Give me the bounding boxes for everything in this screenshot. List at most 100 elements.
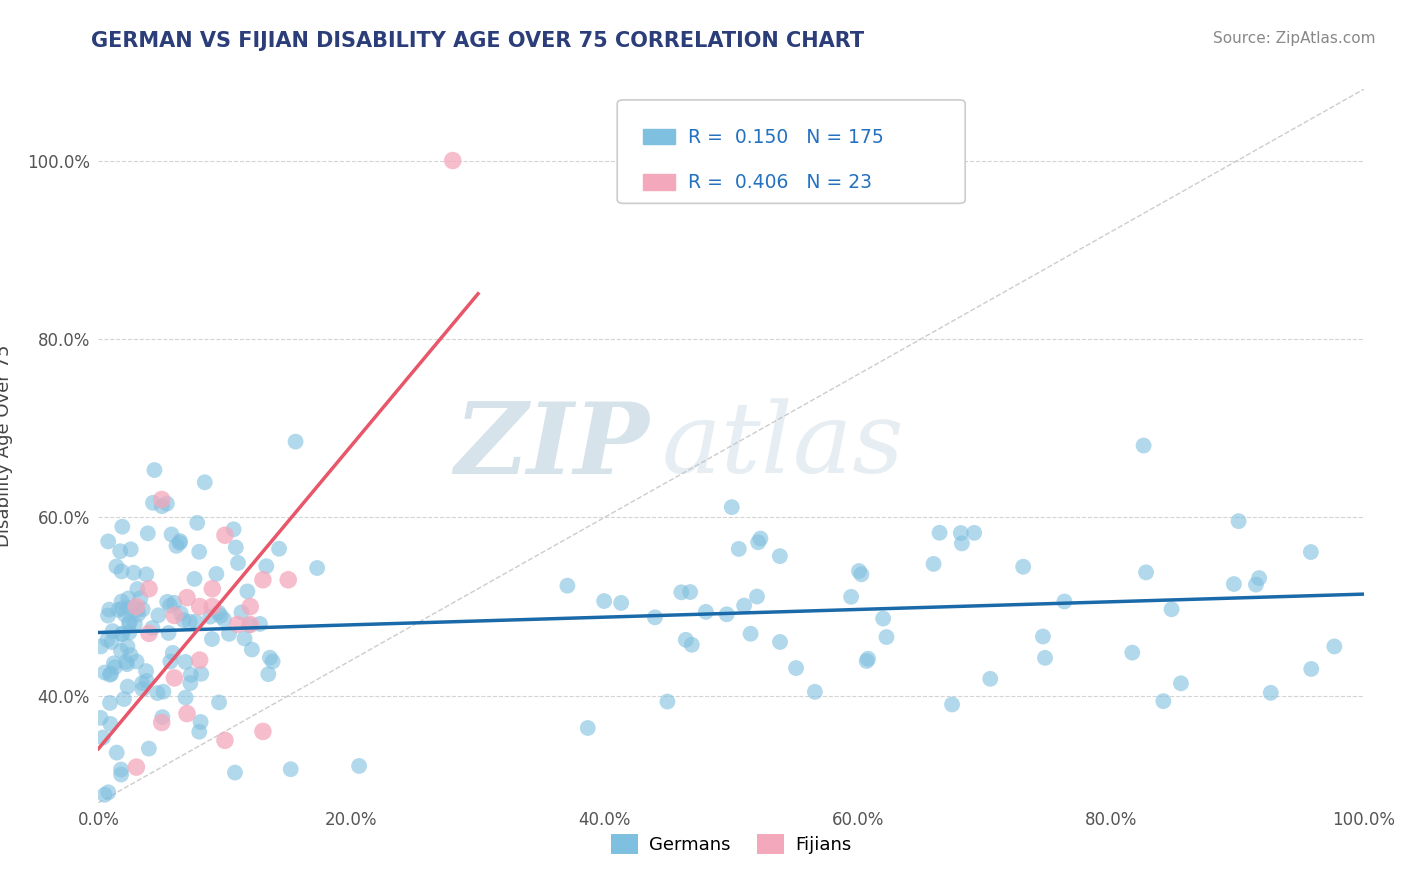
Point — [209, 608, 232, 623]
Point — [277, 573, 299, 587]
Point — [188, 653, 211, 667]
Point — [100, 666, 122, 681]
Point — [1160, 602, 1182, 616]
Legend: Germans, Fijians: Germans, Fijians — [603, 827, 859, 862]
Point — [644, 610, 666, 624]
Point — [111, 519, 134, 533]
Point — [93, 665, 115, 680]
Point — [1033, 651, 1056, 665]
Point — [150, 499, 173, 513]
Point — [110, 763, 132, 777]
Point — [170, 607, 193, 621]
Point — [856, 652, 879, 666]
Point — [922, 557, 945, 571]
Point — [201, 599, 224, 614]
Point — [188, 724, 211, 739]
Point — [118, 625, 141, 640]
Point — [135, 664, 157, 678]
Point — [576, 721, 599, 735]
Point — [98, 667, 121, 681]
Text: R =  0.150   N = 175: R = 0.150 N = 175 — [688, 128, 884, 146]
Point — [127, 602, 149, 616]
Point — [733, 599, 755, 613]
Point — [963, 525, 986, 540]
Point — [557, 579, 579, 593]
Point — [190, 714, 212, 729]
Point — [104, 660, 127, 674]
Point — [218, 627, 240, 641]
Point — [111, 601, 134, 615]
Point — [110, 565, 132, 579]
Point — [1301, 662, 1323, 676]
Point — [1249, 571, 1271, 585]
Point — [671, 585, 693, 599]
Point — [1135, 566, 1157, 580]
Point — [174, 690, 197, 705]
Point — [307, 561, 329, 575]
Text: Source: ZipAtlas.com: Source: ZipAtlas.com — [1212, 31, 1375, 46]
Point — [100, 635, 122, 649]
Point — [1223, 577, 1246, 591]
Point — [131, 602, 153, 616]
Point — [727, 541, 749, 556]
Text: ZIP: ZIP — [454, 398, 648, 494]
Point — [979, 672, 1001, 686]
Point — [839, 590, 862, 604]
Point — [769, 549, 792, 563]
Point — [157, 626, 180, 640]
Point — [103, 657, 125, 671]
FancyBboxPatch shape — [617, 100, 966, 203]
Point — [179, 676, 201, 690]
Point — [100, 717, 122, 731]
Point — [156, 595, 179, 609]
Point — [188, 599, 211, 614]
Point — [150, 715, 173, 730]
Point — [205, 566, 228, 581]
Point — [127, 607, 149, 622]
Point — [156, 497, 179, 511]
Point — [1032, 630, 1054, 644]
Point — [740, 626, 762, 640]
Point — [259, 650, 281, 665]
Point — [146, 686, 169, 700]
Point — [1152, 694, 1174, 708]
Point — [148, 608, 170, 623]
Point — [200, 609, 222, 624]
Point — [1299, 545, 1322, 559]
Point — [105, 746, 128, 760]
Point — [1121, 646, 1143, 660]
Point — [183, 572, 205, 586]
Point — [201, 632, 224, 646]
Point — [681, 638, 703, 652]
Point — [176, 591, 198, 605]
Point — [135, 673, 157, 688]
Point — [91, 731, 114, 745]
Point — [152, 710, 174, 724]
Point — [115, 655, 138, 669]
Point — [143, 463, 166, 477]
Point — [254, 559, 277, 574]
Point — [1170, 676, 1192, 690]
Point — [138, 741, 160, 756]
Point — [749, 532, 772, 546]
Text: atlas: atlas — [661, 399, 904, 493]
Point — [124, 617, 146, 632]
Point — [159, 599, 181, 613]
Point — [212, 612, 235, 626]
Point — [226, 556, 249, 570]
Point — [152, 684, 174, 698]
Point — [163, 608, 186, 623]
Point — [252, 573, 274, 587]
Point — [117, 591, 139, 606]
Point — [238, 618, 260, 632]
Point — [117, 680, 139, 694]
Point — [233, 632, 256, 646]
Point — [747, 535, 769, 549]
Point — [141, 621, 163, 635]
Point — [208, 695, 231, 709]
Point — [214, 528, 236, 542]
Point — [950, 536, 973, 550]
Point — [136, 526, 159, 541]
Point — [127, 582, 149, 596]
Point — [280, 762, 302, 776]
